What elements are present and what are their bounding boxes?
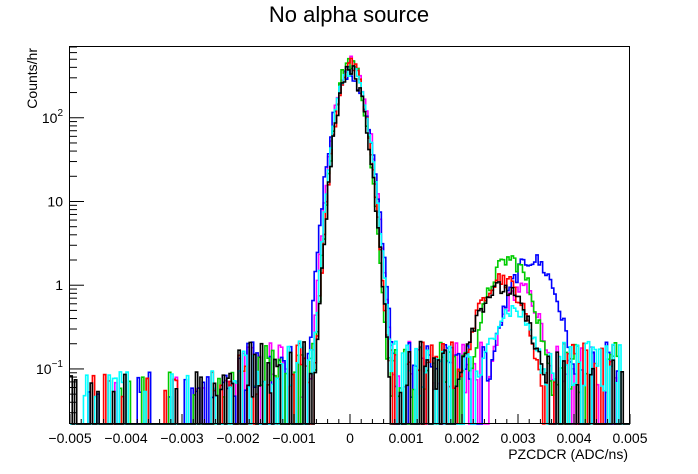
y-tick-label: 10−1: [36, 359, 63, 377]
y-tick-label: 102: [42, 108, 64, 126]
x-tick-label: 0.003: [500, 430, 535, 446]
x-tick-label: 0.004: [556, 430, 591, 446]
axis-layer: −0.005 −0.004 −0.003 −0.002 −0.001 0 0.001 0.00…: [36, 46, 648, 446]
y-tick-label: 1: [55, 277, 63, 293]
x-tick-label: 0: [346, 430, 354, 446]
chart-title: No alpha source: [269, 2, 429, 27]
x-tick-label: 0.002: [444, 430, 479, 446]
x-tick-label: 0.005: [612, 430, 647, 446]
x-tick-label: −0.003: [160, 430, 203, 446]
x-tick-label: −0.001: [272, 430, 315, 446]
y-tick-label: 10: [47, 193, 63, 209]
x-tick-label: 0.001: [388, 430, 423, 446]
x-tick-label: −0.004: [104, 430, 147, 446]
y-axis-title: Counts/hr: [24, 48, 40, 109]
x-axis-title: PZCDCR (ADC/ns): [508, 446, 628, 462]
x-tick-label: −0.002: [216, 430, 259, 446]
x-tick-label: −0.005: [48, 430, 91, 446]
